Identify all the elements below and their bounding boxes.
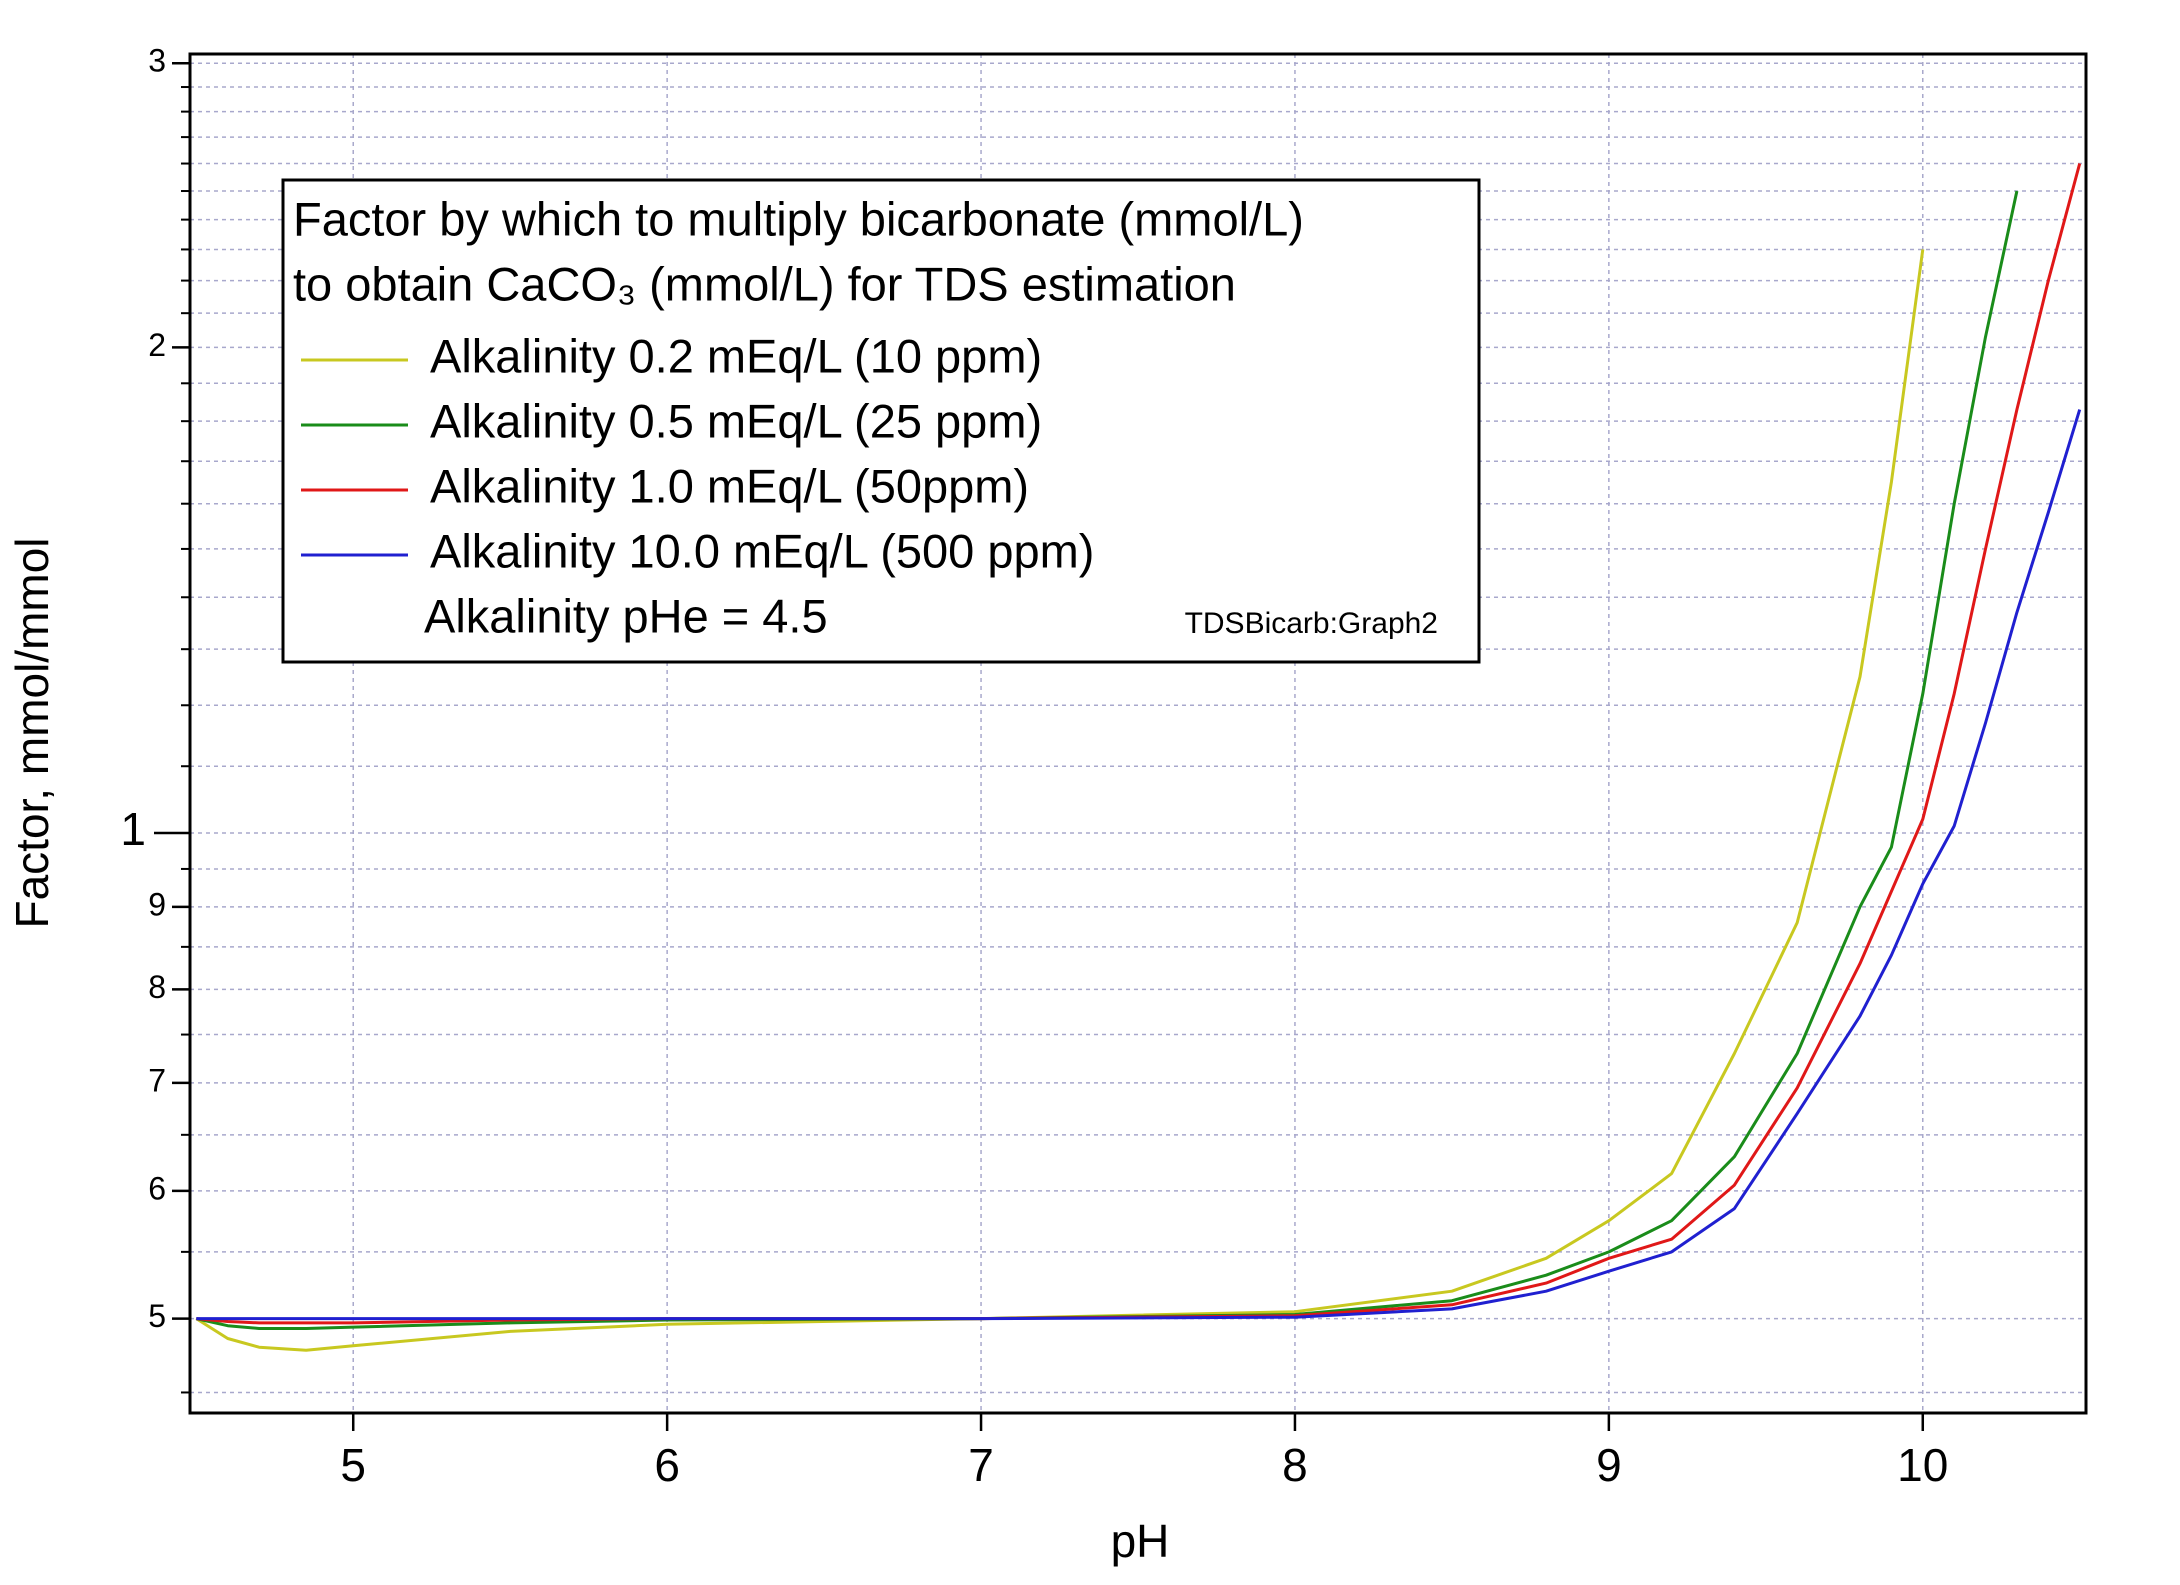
plot-frame xyxy=(188,52,2088,1415)
y-tick-label: 2 xyxy=(148,327,166,363)
y-tick-label: 5 xyxy=(148,1298,166,1334)
series-line xyxy=(195,190,2019,1330)
y-tick-label: 9 xyxy=(148,886,166,922)
x-tick-label: 10 xyxy=(1897,1439,1948,1491)
y-tick-label: 6 xyxy=(148,1170,166,1206)
x-tick-label: 6 xyxy=(654,1439,680,1491)
legend-label: Alkalinity 0.5 mEq/L (25 ppm) xyxy=(430,394,1042,447)
series-line xyxy=(196,409,2082,1321)
annotation: TDSBicarb:Graph2 xyxy=(1185,607,1438,640)
legend-box xyxy=(281,178,1481,664)
x-tick-label: 5 xyxy=(340,1439,366,1491)
legend-label: Alkalinity 1.0 mEq/L (50ppm) xyxy=(430,459,1029,512)
legend-title: Factor by which to multiply bicarbonate … xyxy=(293,192,1304,245)
y-axis-label: Factor, mmol/mmol xyxy=(6,537,58,928)
legend-label: Alkalinity 0.2 mEq/L (10 ppm) xyxy=(430,329,1042,382)
series-line xyxy=(195,249,1925,1352)
x-tick-label: 9 xyxy=(1596,1439,1622,1491)
y-tick-label: 8 xyxy=(148,969,166,1005)
annotation: Alkalinity pHe = 4.5 xyxy=(424,589,828,642)
y-tick-label: 3 xyxy=(148,43,166,79)
series-line xyxy=(196,163,2082,1325)
y-tick-label: 7 xyxy=(148,1062,166,1098)
legend-title: to obtain CaCO₃ (mmol/L) for TDS estimat… xyxy=(293,257,1236,310)
x-axis-label: pH xyxy=(1111,1515,1170,1567)
y-tick-label: 1 xyxy=(120,803,146,855)
x-tick-label: 7 xyxy=(968,1439,994,1491)
legend-label: Alkalinity 10.0 mEq/L (500 ppm) xyxy=(430,524,1094,577)
x-tick-label: 8 xyxy=(1282,1439,1308,1491)
